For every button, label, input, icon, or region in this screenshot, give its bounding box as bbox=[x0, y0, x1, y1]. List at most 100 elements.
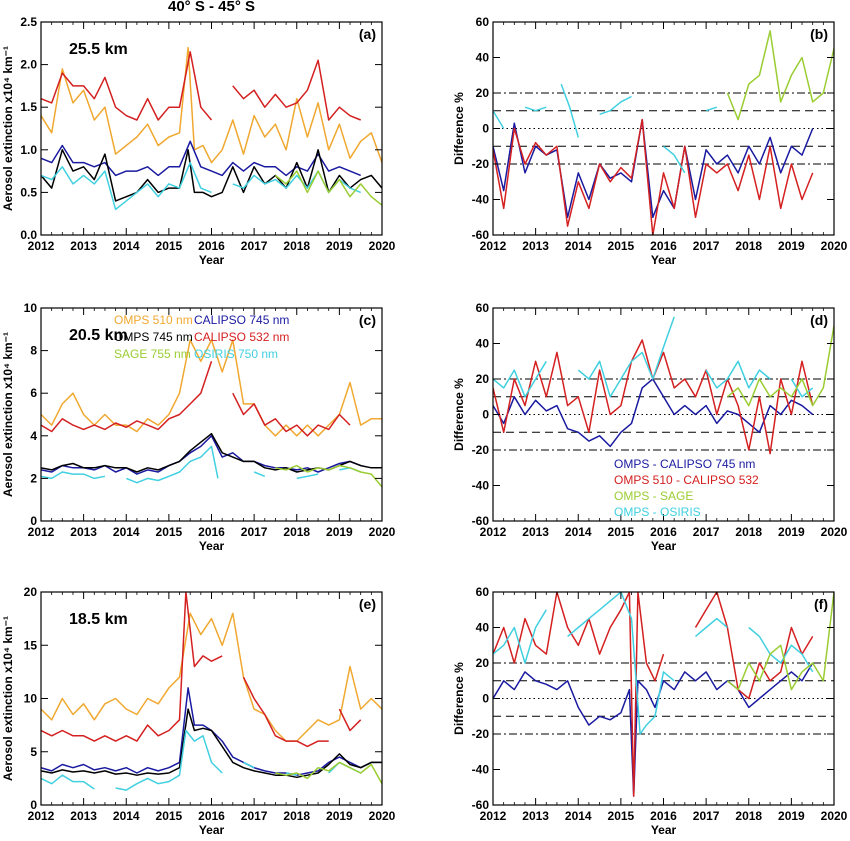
legend-entry: CALIPSO 532 nm bbox=[194, 330, 289, 344]
panel-d: 2012 2013 2014 2015 2016 2017 2018 2019 2020 -60 -… bbox=[452, 301, 848, 553]
x-tick-label: 2012 bbox=[480, 239, 507, 253]
y-tick-label: -40 bbox=[472, 193, 490, 207]
x-tick-label: 2018 bbox=[283, 239, 310, 253]
legend-entry: OSIRIS 750 nm bbox=[194, 347, 278, 361]
series-line bbox=[493, 662, 814, 797]
legend-entry: OMPS - SAGE bbox=[614, 489, 693, 503]
x-tick-label: 2019 bbox=[778, 809, 805, 823]
x-tick-label: 2019 bbox=[326, 525, 353, 539]
series-group bbox=[493, 316, 834, 455]
panel-b: 2012 2013 2014 2015 2016 2017 2018 2019 2020 -60 -… bbox=[452, 15, 848, 267]
series-line bbox=[275, 761, 382, 785]
legend-entry: OMPS 510 nm bbox=[114, 313, 193, 327]
series-line bbox=[493, 118, 814, 235]
y-tick-label: 60 bbox=[476, 301, 490, 315]
y-axis-label: Aerosol extinction x10⁴ km⁻¹ bbox=[1, 46, 15, 211]
series-line bbox=[41, 612, 382, 742]
x-tick-label: 2020 bbox=[821, 239, 848, 253]
y-tick-label: 40 bbox=[476, 621, 490, 635]
x-tick-label: 2012 bbox=[28, 525, 55, 539]
legend-entry: OMPS - OSIRIS bbox=[614, 505, 701, 519]
y-tick-label: 15 bbox=[24, 638, 38, 652]
axes-frame bbox=[492, 21, 835, 236]
series-line bbox=[41, 149, 382, 202]
panel-f: 2012 2013 2014 2015 2016 2017 2018 2019 2020 -60 -… bbox=[452, 585, 848, 837]
x-tick-label: 2019 bbox=[326, 809, 353, 823]
y-tick-label: 0.0 bbox=[20, 228, 37, 242]
y-tick-label: 5 bbox=[30, 745, 37, 759]
x-tick-label: 2016 bbox=[198, 809, 225, 823]
y-tick-label: 2.0 bbox=[20, 58, 37, 72]
series-line bbox=[726, 592, 834, 691]
x-tick-label: 2013 bbox=[522, 525, 549, 539]
x-tick-label: 2018 bbox=[735, 239, 762, 253]
series-line bbox=[41, 445, 361, 484]
y-tick-label: 0 bbox=[482, 122, 489, 136]
x-axis-label: Year bbox=[651, 539, 677, 553]
series-line bbox=[493, 118, 814, 219]
series-line bbox=[41, 708, 382, 779]
x-tick-label: 2012 bbox=[480, 525, 507, 539]
legend-entry: OMPS - CALIPSO 745 nm bbox=[614, 457, 755, 471]
series-line bbox=[493, 316, 814, 398]
y-tick-label: 60 bbox=[476, 585, 490, 599]
x-tick-label: 2020 bbox=[369, 239, 396, 253]
y-tick-label: -60 bbox=[472, 514, 490, 528]
y-tick-label: 20 bbox=[476, 86, 490, 100]
legend-entry: SAGE 755 nm bbox=[114, 347, 191, 361]
y-tick-label: -40 bbox=[472, 763, 490, 777]
x-tick-label: 2016 bbox=[198, 239, 225, 253]
y-tick-label: 20 bbox=[24, 585, 38, 599]
series-line bbox=[41, 361, 351, 437]
y-tick-label: 20 bbox=[476, 372, 490, 386]
x-axis-label: Year bbox=[651, 823, 677, 837]
y-tick-label: 20 bbox=[476, 656, 490, 670]
panel-e: 2012 2013 2014 2015 2016 2017 2018 2019 20200510… bbox=[1, 585, 396, 837]
x-tick-label: 2018 bbox=[283, 525, 310, 539]
x-axis-label: Year bbox=[199, 823, 225, 837]
x-tick-label: 2019 bbox=[778, 239, 805, 253]
y-tick-label: 0 bbox=[482, 408, 489, 422]
y-tick-label: 2.5 bbox=[20, 15, 37, 29]
x-tick-label: 2017 bbox=[693, 809, 720, 823]
panel-label: (a) bbox=[359, 26, 376, 42]
x-tick-label: 2014 bbox=[113, 239, 140, 253]
y-tick-label: 10 bbox=[24, 692, 38, 706]
x-tick-label: 2013 bbox=[70, 525, 97, 539]
y-tick-label: 2 bbox=[30, 471, 37, 485]
x-tick-label: 2020 bbox=[369, 809, 396, 823]
x-tick-label: 2014 bbox=[565, 809, 592, 823]
y-tick-label: 40 bbox=[476, 337, 490, 351]
series-line bbox=[493, 83, 718, 174]
x-tick-label: 2013 bbox=[70, 809, 97, 823]
y-tick-label: 4 bbox=[30, 429, 37, 443]
x-tick-label: 2014 bbox=[565, 525, 592, 539]
y-tick-label: -20 bbox=[472, 727, 490, 741]
x-tick-label: 2017 bbox=[693, 239, 720, 253]
legend-entry: CALIPSO 745 nm bbox=[194, 313, 289, 327]
x-tick-label: 2018 bbox=[735, 809, 762, 823]
x-tick-label: 2014 bbox=[565, 239, 592, 253]
y-tick-label: 1.0 bbox=[20, 143, 37, 157]
legend-entry: OMPS 745 nm bbox=[114, 330, 193, 344]
series-line bbox=[726, 325, 834, 407]
y-tick-label: 0.5 bbox=[20, 185, 37, 199]
x-tick-label: 2018 bbox=[283, 809, 310, 823]
y-axis-label: Aerosol extinction x10⁴ km⁻¹ bbox=[1, 332, 15, 497]
y-tick-label: 8 bbox=[30, 344, 37, 358]
series-group bbox=[493, 30, 834, 235]
y-tick-label: 60 bbox=[476, 15, 490, 29]
x-tick-label: 2015 bbox=[608, 525, 635, 539]
x-tick-label: 2017 bbox=[241, 239, 268, 253]
panel-label: (c) bbox=[359, 312, 376, 328]
y-axis-label: Difference % bbox=[452, 662, 466, 735]
x-tick-label: 2012 bbox=[480, 809, 507, 823]
legend-entry: OMPS 510 - CALIPSO 532 bbox=[614, 473, 759, 487]
x-tick-label: 2013 bbox=[70, 239, 97, 253]
x-axis-label: Year bbox=[651, 253, 677, 267]
y-tick-label: 0 bbox=[482, 692, 489, 706]
series-line bbox=[41, 51, 361, 121]
x-tick-label: 2015 bbox=[608, 239, 635, 253]
series-group bbox=[41, 339, 382, 488]
